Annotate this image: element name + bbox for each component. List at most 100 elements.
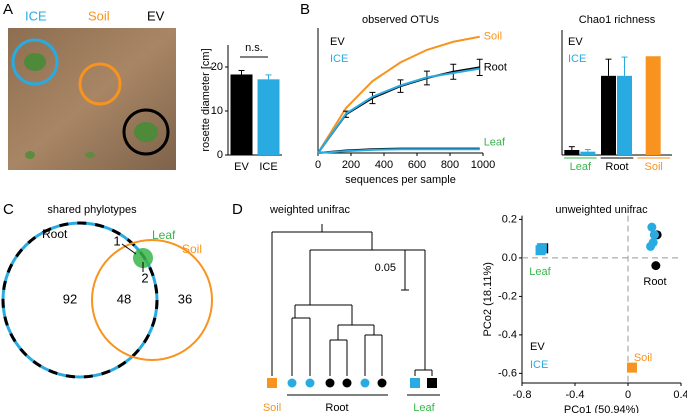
bar — [564, 150, 580, 155]
group-label: Root — [325, 402, 348, 413]
series-label: Root — [484, 61, 507, 73]
chart-title: observed OTUs — [362, 14, 440, 26]
leaf-symbol — [325, 378, 335, 388]
photo-label: Soil — [88, 8, 110, 23]
x-tick-label: ICE — [259, 161, 277, 173]
x-tick-label: 400 — [375, 159, 393, 171]
bar — [230, 74, 253, 155]
leaf-symbol — [360, 378, 370, 388]
x-tick-label: -0.8 — [513, 389, 532, 401]
group-label: Leaf — [413, 402, 435, 413]
group-label: Soil — [263, 402, 281, 413]
venn-label: Leaf — [152, 228, 176, 242]
x-axis-label: PCo1 (50.94%) — [564, 404, 639, 413]
leaf-symbol — [427, 378, 437, 388]
plant — [85, 152, 95, 158]
bar — [645, 56, 661, 155]
annotation: Root — [643, 276, 666, 288]
x-tick-label: EV — [234, 161, 249, 173]
leaf-symbol — [410, 378, 420, 388]
y-tick-label: 20 — [211, 61, 223, 73]
plant — [24, 53, 46, 71]
y-tick-label: -0.4 — [498, 329, 517, 341]
photo-background — [8, 28, 176, 170]
y-tick-label: 10 — [211, 105, 223, 117]
point — [536, 243, 547, 254]
y-tick-label: -0.6 — [498, 367, 517, 379]
plant — [25, 151, 35, 159]
x-tick-label: 0 — [625, 389, 631, 401]
photo-label: ICE — [25, 8, 47, 23]
bar — [617, 75, 632, 155]
chart-title: Chao1 richness — [579, 14, 656, 26]
line — [317, 67, 480, 154]
pointer — [121, 243, 137, 255]
panel-label: B — [300, 1, 310, 18]
line — [317, 148, 480, 154]
leaf-symbol — [377, 378, 387, 388]
venn-count: 2 — [141, 270, 148, 285]
x-tick-label: 800 — [441, 159, 459, 171]
x-tick-label: Root — [605, 161, 628, 173]
venn-count: 92 — [63, 291, 77, 306]
legend-entry: EV — [330, 36, 345, 48]
venn-label: Root — [42, 227, 68, 241]
annotation: n.s. — [245, 42, 263, 54]
venn-count: 1 — [113, 233, 120, 248]
circle-ev — [122, 108, 170, 156]
point — [651, 261, 661, 271]
y-tick-label: 0.0 — [502, 252, 517, 264]
dendrogram — [271, 224, 433, 376]
x-axis-label: sequences per sample — [345, 174, 456, 186]
point — [646, 241, 656, 251]
plant — [134, 122, 158, 142]
x-tick-label: 200 — [342, 159, 360, 171]
x-tick-label: -0.4 — [566, 389, 585, 401]
leaf-symbol — [305, 378, 315, 388]
legend-entry: EV — [568, 36, 583, 48]
venn-root-dash — [1, 221, 159, 379]
chart-title: unweighted unifrac — [555, 204, 648, 216]
venn-count: 48 — [117, 291, 131, 306]
y-axis-label: rosette diameter [cm] — [200, 48, 212, 151]
leaf-symbol — [287, 378, 297, 388]
scale-label: 0.05 — [375, 262, 396, 274]
venn-label: Soil — [182, 242, 202, 256]
series-label: Leaf — [484, 137, 506, 149]
x-tick-label: Soil — [644, 161, 662, 173]
y-tick-label: 0.2 — [502, 213, 517, 225]
venn-leaf — [133, 248, 153, 268]
circle-soil — [78, 62, 122, 106]
point — [647, 222, 657, 232]
bar — [580, 151, 596, 155]
annotation: Leaf — [529, 266, 551, 278]
dendrogram-title: weighted unifrac — [269, 204, 351, 216]
venn-title: shared phylotypes — [47, 204, 137, 216]
panel-label: C — [3, 201, 14, 218]
x-tick-label: 1000 — [471, 159, 495, 171]
leaf-symbol — [267, 378, 277, 388]
x-tick-label: 600 — [408, 159, 426, 171]
leaf-symbol — [342, 378, 352, 388]
y-tick-label: 0 — [217, 149, 223, 161]
point — [650, 230, 659, 240]
panel-label: A — [3, 1, 13, 18]
x-tick-label: Leaf — [570, 161, 592, 173]
bar — [257, 79, 280, 155]
x-tick-label: 0.4 — [673, 389, 687, 401]
y-tick-label: -0.2 — [498, 290, 517, 302]
legend-entry: ICE — [530, 359, 548, 371]
legend-entry: EV — [530, 341, 545, 353]
annotation: Soil — [634, 352, 652, 364]
point — [626, 362, 637, 373]
photo-label: EV — [147, 8, 165, 23]
legend-entry: ICE — [330, 53, 348, 65]
photo — [8, 28, 176, 170]
panel-label: D — [232, 201, 243, 218]
bar — [601, 75, 616, 155]
venn-soil — [91, 239, 213, 361]
legend-entry: ICE — [568, 53, 586, 65]
line — [317, 35, 480, 154]
